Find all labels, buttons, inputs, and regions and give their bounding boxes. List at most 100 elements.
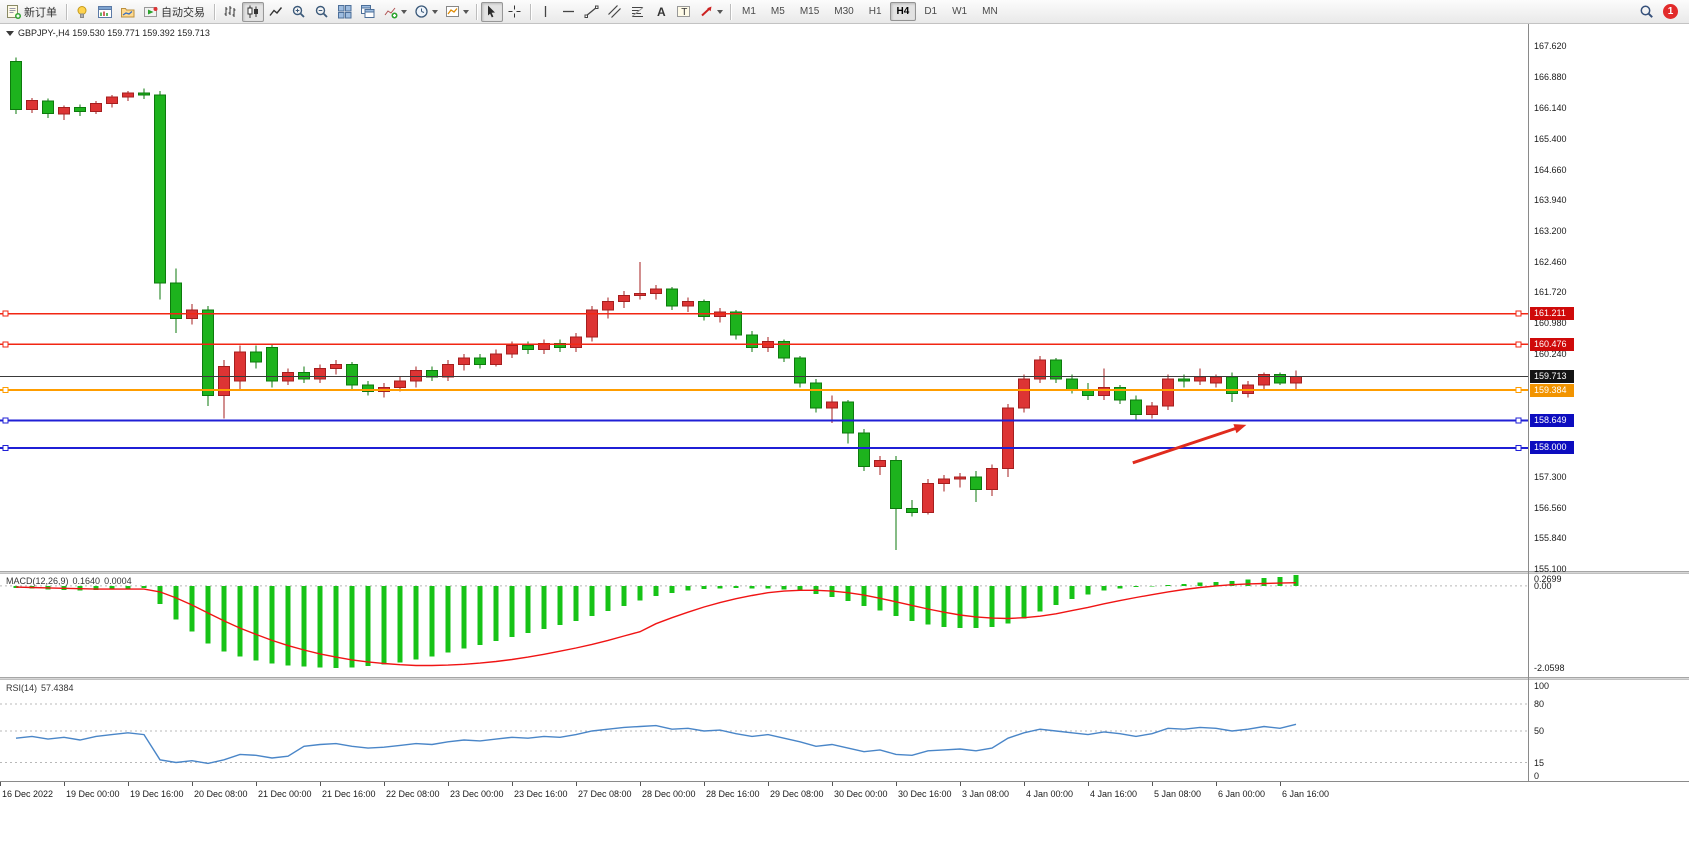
time-tick-label: 19 Dec 00:00 xyxy=(66,789,120,799)
horizontal-lines[interactable] xyxy=(0,310,1528,451)
red-arrow-annotation[interactable] xyxy=(1132,424,1247,465)
timeframe-m30-button[interactable]: M30 xyxy=(834,6,854,17)
cascade-windows-button[interactable] xyxy=(357,2,379,22)
price-scale-label: 160.980 xyxy=(1534,318,1567,328)
candles xyxy=(10,57,1302,551)
tile-windows-icon xyxy=(338,4,352,18)
chart-ohlc-header: GBPJPY-,H4 159.530 159.771 159.392 159.7… xyxy=(18,28,210,38)
price-scale-label: 167.620 xyxy=(1534,41,1567,51)
text-label-icon: T xyxy=(677,5,690,18)
price-scale-label: 157.300 xyxy=(1534,472,1567,482)
vertical-line-tool-button[interactable] xyxy=(535,2,557,22)
price-scale-label: 162.460 xyxy=(1534,257,1567,267)
price-scale-label: 155.840 xyxy=(1534,533,1567,543)
time-tick-label: 21 Dec 00:00 xyxy=(258,789,312,799)
macd-signal-value: 0.0004 xyxy=(104,576,132,586)
timeframe-m15-button[interactable]: M15 xyxy=(799,6,820,17)
notification-badge[interactable]: 1 xyxy=(1663,4,1678,19)
timeframe-h4-button[interactable]: H4 xyxy=(889,2,917,21)
text-tool-button[interactable]: A xyxy=(650,2,672,22)
templates-button[interactable] xyxy=(442,2,472,22)
zoom-out-button[interactable] xyxy=(311,2,333,22)
toolbar: 新订单 自动交易 xyxy=(0,0,1689,24)
timeframe-w1-button[interactable]: W1 xyxy=(952,6,968,17)
time-tick xyxy=(1024,782,1025,786)
time-tick-label: 4 Jan 00:00 xyxy=(1026,789,1074,799)
rsi-chart-canvas[interactable] xyxy=(0,680,1528,780)
hline-handle xyxy=(1515,444,1522,451)
search-icon xyxy=(1640,5,1653,18)
time-tick-label: 6 Jan 00:00 xyxy=(1218,789,1266,799)
indicator-scale-label: 50 xyxy=(1534,726,1545,736)
new-chart-button[interactable] xyxy=(94,2,116,22)
current-price-badge: 159.713 xyxy=(1530,370,1574,383)
timeframe-m5-button[interactable]: M5 xyxy=(770,6,785,17)
chart-header: GBPJPY-,H4 159.530 159.771 159.392 159.7… xyxy=(6,28,210,38)
time-tick xyxy=(448,782,449,786)
time-tick xyxy=(960,782,961,786)
hline-handle xyxy=(2,444,9,451)
profiles-button[interactable] xyxy=(117,2,139,22)
rsi-name: RSI(14) xyxy=(6,683,38,693)
time-axis[interactable]: 16 Dec 2022 19 Dec 00:00 19 Dec 16:00 20 De… xyxy=(0,781,1689,803)
ohlc-bars-icon xyxy=(224,5,236,17)
price-scale-label: 160.240 xyxy=(1534,349,1567,359)
autotrading-button[interactable]: 自动交易 xyxy=(140,2,210,22)
macd-label: MACD(12,26,9) 0.1640 0.0004 xyxy=(6,576,136,586)
timeframe-h1-button[interactable]: H1 xyxy=(868,6,882,17)
crosshair-icon xyxy=(508,5,521,17)
zoom-in-button[interactable] xyxy=(288,2,310,22)
indicators-button[interactable] xyxy=(380,2,410,22)
fibonacci-tool-button[interactable] xyxy=(627,2,649,22)
template-chart-icon xyxy=(446,5,459,17)
timeframe-m1-button[interactable]: M1 xyxy=(742,6,756,17)
text-a-icon: A xyxy=(657,5,666,19)
vertical-line-icon xyxy=(544,5,547,17)
price-scale-label: 166.140 xyxy=(1534,103,1567,113)
add-indicator-icon xyxy=(384,7,398,18)
rsi-value: 57.4384 xyxy=(41,683,74,693)
autotrading-label: 自动交易 xyxy=(161,6,205,19)
timeframe-mn-button[interactable]: MN xyxy=(982,6,998,17)
price-chart-canvas[interactable] xyxy=(0,24,1528,571)
macd-chart-canvas[interactable] xyxy=(0,574,1528,677)
one-click-trading-toggle[interactable] xyxy=(6,30,14,36)
price-scale-label: 163.940 xyxy=(1534,195,1567,205)
time-tick xyxy=(704,782,705,786)
time-tick xyxy=(256,782,257,786)
indicator-scale-label: 0.00 xyxy=(1534,581,1552,591)
time-tick-label: 27 Dec 08:00 xyxy=(578,789,632,799)
time-tick xyxy=(1088,782,1089,786)
horizontal-line-tool-button[interactable] xyxy=(558,2,580,22)
search-button[interactable] xyxy=(1636,2,1658,22)
pane-resize-handle[interactable] xyxy=(0,571,1689,574)
time-tick xyxy=(128,782,129,786)
timeframe-d1-button[interactable]: D1 xyxy=(924,6,938,17)
periods-button[interactable] xyxy=(411,2,441,22)
dropdown-caret-icon xyxy=(717,9,723,14)
indicator-scale-label: 0.2699 xyxy=(1534,574,1562,584)
crosshair-tool-button[interactable] xyxy=(504,2,526,22)
rsi-line xyxy=(15,723,1297,765)
price-line-badge: 160.476 xyxy=(1530,338,1574,351)
channel-tool-button[interactable] xyxy=(604,2,626,22)
tile-windows-button[interactable] xyxy=(334,2,356,22)
time-tick-label: 16 Dec 2022 xyxy=(2,789,54,799)
time-tick-label: 28 Dec 16:00 xyxy=(706,789,760,799)
trendline-tool-button[interactable] xyxy=(581,2,603,22)
hline-handle xyxy=(1515,341,1522,348)
line-chart-type-button[interactable] xyxy=(265,2,287,22)
pane-resize-handle[interactable] xyxy=(0,677,1689,680)
text-label-tool-button[interactable]: T xyxy=(673,2,695,22)
time-tick xyxy=(768,782,769,786)
new-order-button[interactable]: 新订单 xyxy=(3,2,62,22)
time-tick-label: 28 Dec 00:00 xyxy=(642,789,696,799)
bar-chart-type-button[interactable] xyxy=(219,2,241,22)
zoom-in-icon xyxy=(292,5,305,18)
arrows-tool-button[interactable] xyxy=(696,2,726,22)
mql-wizard-button[interactable] xyxy=(71,2,93,22)
candlestick-chart-type-button[interactable] xyxy=(242,1,264,22)
price-scale[interactable]: 167.620 166.880 166.140 165.400 164.660 163.9… xyxy=(1530,24,1688,801)
line-chart-icon xyxy=(269,6,283,16)
cursor-tool-button[interactable] xyxy=(481,1,503,22)
